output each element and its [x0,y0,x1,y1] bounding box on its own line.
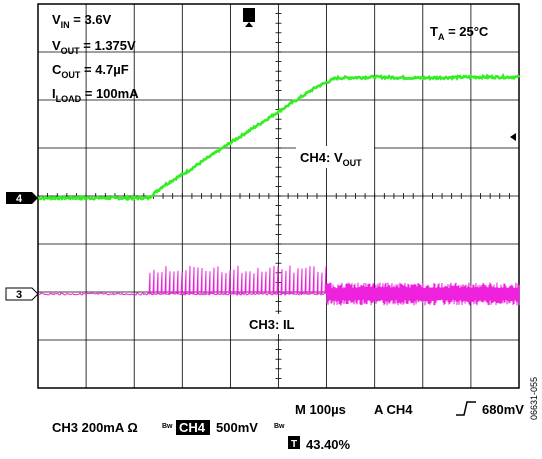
trigger-position-marker: T [243,8,255,27]
grid [37,3,520,389]
ta-condition: TA = 25°C [430,24,489,42]
trigger-position-readout: 43.40% [306,437,351,452]
ch3-il-trace [37,265,520,306]
trigger-source-readout: A CH4 [374,402,413,417]
ch4-box-label: CH4 [179,420,206,435]
bw-limit-2: Bw [274,423,285,430]
timebase-readout: M 100µs [295,402,346,417]
ch4-vout-trace [37,72,521,202]
trigger-edge-icon [456,401,476,416]
svg-text:CH4: VOUT: CH4: VOUT [300,150,362,168]
trigger-level-readout: 680mV [482,402,524,417]
vout-condition: VOUT = 1.375V [52,38,136,56]
svg-text:T: T [246,10,253,22]
ch4-label: CH4: VOUT [296,146,374,168]
cout-condition: COUT = 4.7µF [52,62,129,80]
trigger-pos-icon-letter: T [291,439,297,450]
bw-limit-1: Bw [162,423,173,430]
ch3-marker: 3 [5,287,39,301]
ch4-marker: 4 [6,192,38,205]
traces [37,72,521,306]
svg-text:3: 3 [16,289,22,301]
trigger-level-arrow [510,133,516,141]
iload-condition: ILOAD = 100mA [52,86,139,104]
ch4-scale-readout: 500mV [216,420,258,435]
trigger-pos-icon [288,436,300,449]
figure-code: 06631-055 [529,377,539,420]
svg-text:4: 4 [16,193,23,205]
ch4-box [176,420,210,435]
svg-text:CH3: IL: CH3: IL [249,317,295,332]
vin-condition: VIN = 3.6V [52,12,112,30]
ch3-label: CH3: IL [246,314,308,334]
ch3-scale-readout: CH3 200mA Ω [52,420,138,435]
